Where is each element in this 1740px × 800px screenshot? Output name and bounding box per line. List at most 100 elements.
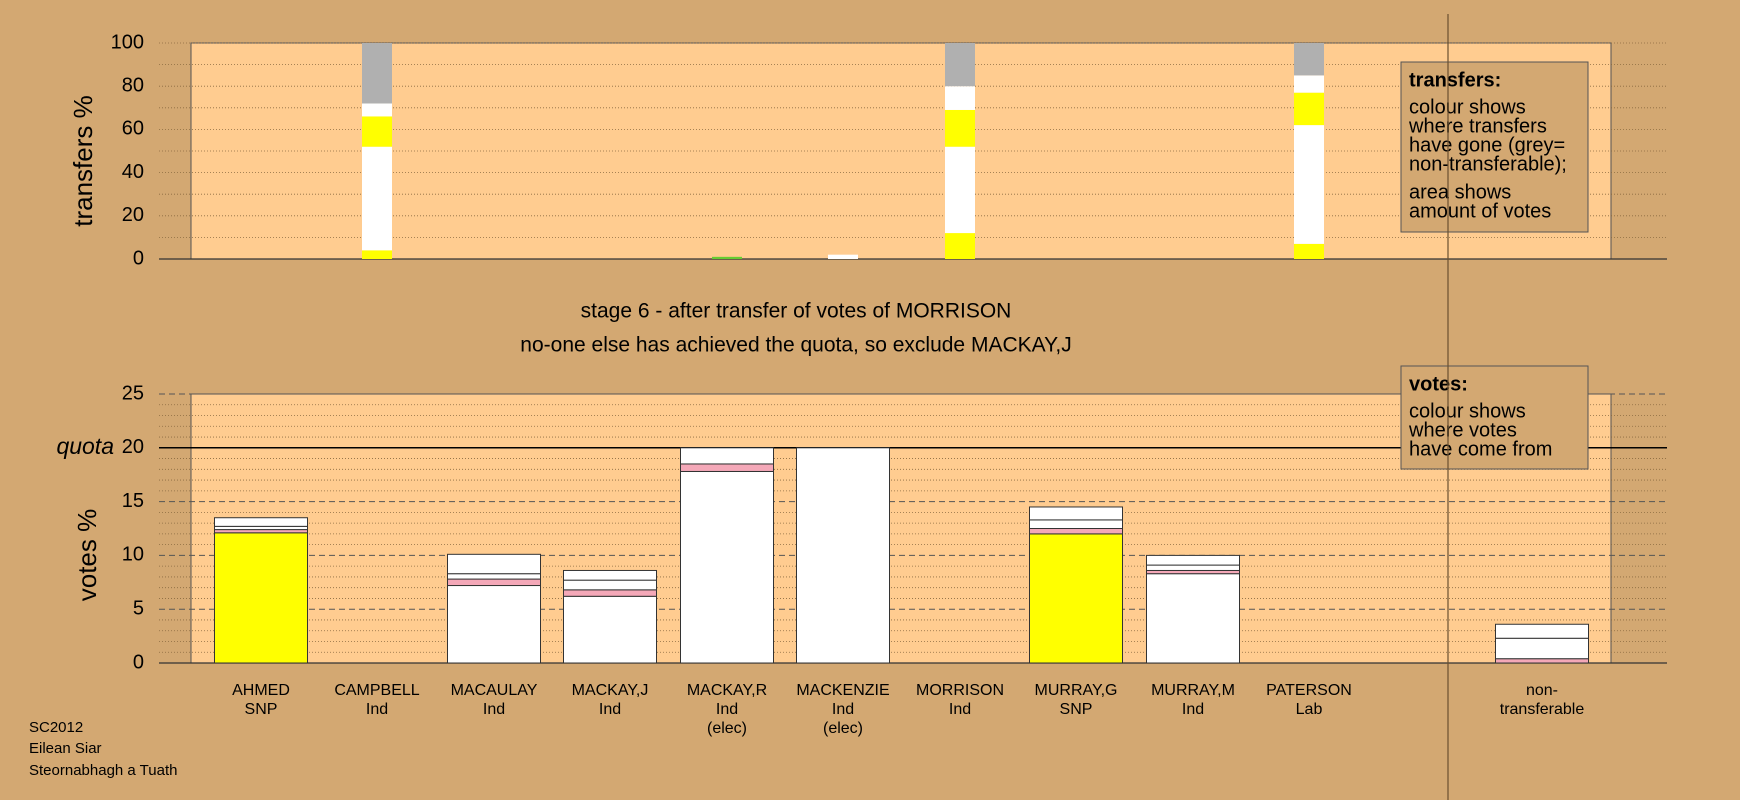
bar-segment [362, 103, 392, 117]
legend-text: where votes [1408, 419, 1517, 441]
x-tick-label: MACKAY,J [572, 682, 649, 699]
plot-area [190, 393, 1612, 664]
bar-segment [563, 569, 657, 581]
legend-heading: transfers: [1409, 69, 1501, 91]
y-tick-label: 25 [122, 382, 144, 404]
x-tick-label: Ind [832, 701, 854, 718]
bar-segment [214, 532, 308, 664]
bar-segment [680, 447, 774, 465]
bar-segment [214, 517, 308, 527]
bar-segment [362, 116, 392, 147]
bar-segment [362, 146, 392, 251]
x-tick-label: Ind [1182, 701, 1204, 718]
y-tick-label: 40 [122, 161, 144, 183]
bar-segment [362, 43, 392, 104]
y-tick-label: 15 [122, 490, 144, 512]
bar-segment [945, 43, 975, 87]
bar-segment [1495, 658, 1589, 664]
bar-segment [362, 250, 392, 259]
bar-segment [712, 256, 742, 259]
legend-box [1400, 61, 1589, 233]
legend-heading: votes: [1409, 373, 1468, 395]
stage-subtitle: no-one else has achieved the quota, so e… [520, 334, 1071, 357]
x-tick-label: Ind [716, 701, 738, 718]
bar-segment [1495, 637, 1589, 660]
bar-segment [828, 254, 858, 259]
y-tick-label: 10 [122, 544, 144, 566]
x-tick-label: CAMPBELL [334, 682, 419, 699]
bar-segment [1029, 519, 1123, 530]
bar-segment [945, 233, 975, 259]
x-tick-label: MURRAY,G [1035, 682, 1118, 699]
x-tick-label: Ind [483, 701, 505, 718]
y-tick-label: 20 [122, 436, 144, 458]
bar-segment [1146, 554, 1240, 566]
bar-segment [563, 579, 657, 591]
bar-segment [447, 573, 541, 580]
y-axis-label: votes % [72, 509, 102, 602]
bar-segment [945, 146, 975, 234]
y-tick-label: 80 [122, 74, 144, 96]
x-tick-label: non- [1526, 682, 1558, 699]
x-tick-label: SNP [1060, 701, 1093, 718]
legend-text: where transfers [1408, 115, 1547, 137]
x-tick-label: (elec) [823, 720, 863, 737]
bar-segment [945, 109, 975, 147]
x-tick-label: MURRAY,M [1151, 682, 1235, 699]
y-tick-label: 0 [133, 247, 144, 269]
bar-segment [1294, 75, 1324, 93]
x-tick-label: MORRISON [916, 682, 1004, 699]
x-tick-label: AHMED [232, 682, 290, 699]
y-axis-label: transfers % [68, 95, 98, 227]
quota-label: quota [56, 433, 114, 459]
legend-text: colour shows [1409, 400, 1526, 422]
bar-segment [563, 589, 657, 597]
y-tick-label: 60 [122, 118, 144, 140]
bar-segment [680, 463, 774, 472]
legend-text: have come from [1409, 438, 1552, 460]
bar-segment [1029, 528, 1123, 535]
bar-segment [563, 595, 657, 664]
x-tick-label: MACKENZIE [796, 682, 889, 699]
y-tick-label: 5 [133, 597, 144, 619]
x-tick-label: Ind [366, 701, 388, 718]
legend-text: colour shows [1409, 96, 1526, 118]
x-tick-label: SNP [245, 701, 278, 718]
legend-box [1400, 365, 1589, 470]
bar-segment [1146, 564, 1240, 571]
bar-segment [1294, 125, 1324, 244]
x-tick-label: Ind [599, 701, 621, 718]
legend-text: amount of votes [1409, 200, 1551, 222]
bar-segment [796, 447, 890, 664]
stage-title: stage 6 - after transfer of votes of MOR… [581, 300, 1012, 323]
x-tick-label: PATERSON [1266, 682, 1352, 699]
x-tick-label: MACKAY,R [687, 682, 767, 699]
bar-segment [1294, 43, 1324, 76]
x-tick-label: transferable [1500, 701, 1585, 718]
x-tick-label: Lab [1296, 701, 1323, 718]
bar-segment [1029, 506, 1123, 521]
bar-segment [447, 585, 541, 664]
footer-text: SC2012 [29, 719, 83, 736]
bar-segment [1146, 573, 1240, 664]
bar-segment [1029, 533, 1123, 664]
bar-segment [447, 578, 541, 587]
bar-segment [447, 553, 541, 575]
x-tick-label: MACAULAY [451, 682, 538, 699]
legend-text: area shows [1409, 181, 1511, 203]
bar-segment [945, 86, 975, 110]
bar-segment [1495, 623, 1589, 639]
bar-segment [1294, 92, 1324, 126]
footer-text: Steornabhagh a Tuath [29, 762, 177, 779]
y-tick-label: 0 [133, 651, 144, 673]
x-tick-label: (elec) [707, 720, 747, 737]
bar-segment [680, 470, 774, 664]
footer-text: Eilean Siar [29, 740, 102, 757]
bar-segment [1294, 243, 1324, 259]
legend-text: non-transferable); [1409, 153, 1567, 175]
y-tick-label: 100 [111, 31, 144, 53]
x-tick-label: Ind [949, 701, 971, 718]
y-tick-label: 20 [122, 204, 144, 226]
